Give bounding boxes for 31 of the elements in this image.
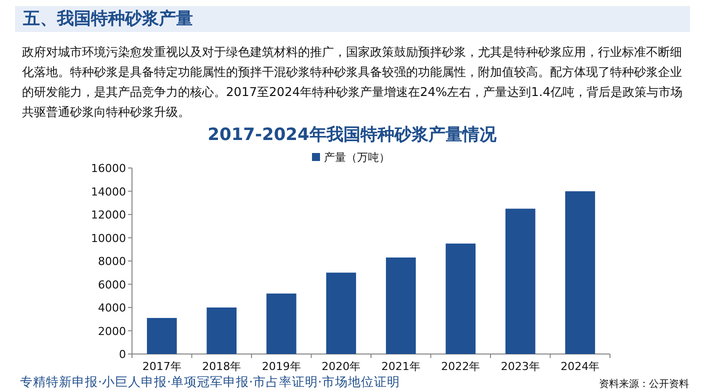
x-tick-label: 2022年 — [441, 360, 480, 373]
y-tick-label: 8000 — [98, 255, 126, 268]
x-tick-label: 2024年 — [560, 360, 600, 373]
text: 专精特新申报·小巨人申报·单项冠军申报·市占率证明·市场地位证明 — [20, 374, 400, 391]
x-tick-label: 2017年 — [142, 360, 182, 373]
bar — [565, 191, 596, 354]
x-tick-label: 2023年 — [500, 360, 540, 373]
y-tick-label: 4000 — [98, 302, 126, 314]
bar — [386, 258, 416, 354]
text: 资料来源：公开资料 — [599, 378, 689, 391]
chart-title: 2017-2024年我国特种砂浆产量情况 — [208, 125, 498, 145]
bar — [446, 244, 476, 354]
x-tick-label: 2021年 — [381, 360, 420, 373]
text: 五、我国特种砂浆产量 — [15, 6, 690, 32]
x-tick-label: 2018年 — [202, 360, 242, 373]
bar — [266, 294, 296, 354]
y-tick-label: 6000 — [98, 278, 126, 292]
y-tick-label: 10000 — [91, 232, 126, 245]
x-tick-label: 2020年 — [322, 360, 361, 373]
y-tick-label: 0 — [119, 348, 126, 361]
text: 政府对城市环境污染愈发重视以及对于绿色建筑材料的推广，国家政策鼓励预拌砂浆，尤其是特种砂浆应用，行业标准不断细化落地。特种砂浆是具备特定功能属性的预拌干混砂浆特种砂浆具备较强的功能属性，附加值较高。配方体现了特种砂浆企业的研发能力，是其产品竞争力的核心。2017至2024年特种砂浆产量增速在24%左右，产量达到1.4亿吨，背后是政策与市场共驱普通砂浆向特种砂浆升级。 — [22, 44, 684, 121]
bar — [206, 308, 237, 354]
y-tick-label: 2000 — [98, 324, 126, 338]
y-tick-label: 14000 — [91, 185, 126, 198]
x-tick-label: 2019年 — [262, 360, 301, 373]
bar — [326, 272, 356, 354]
legend-label: 产量（万吨） — [324, 151, 390, 164]
bar — [505, 208, 536, 354]
bar — [146, 318, 177, 354]
y-tick-label: 12000 — [91, 208, 126, 222]
y-tick-label: 16000 — [91, 162, 126, 175]
